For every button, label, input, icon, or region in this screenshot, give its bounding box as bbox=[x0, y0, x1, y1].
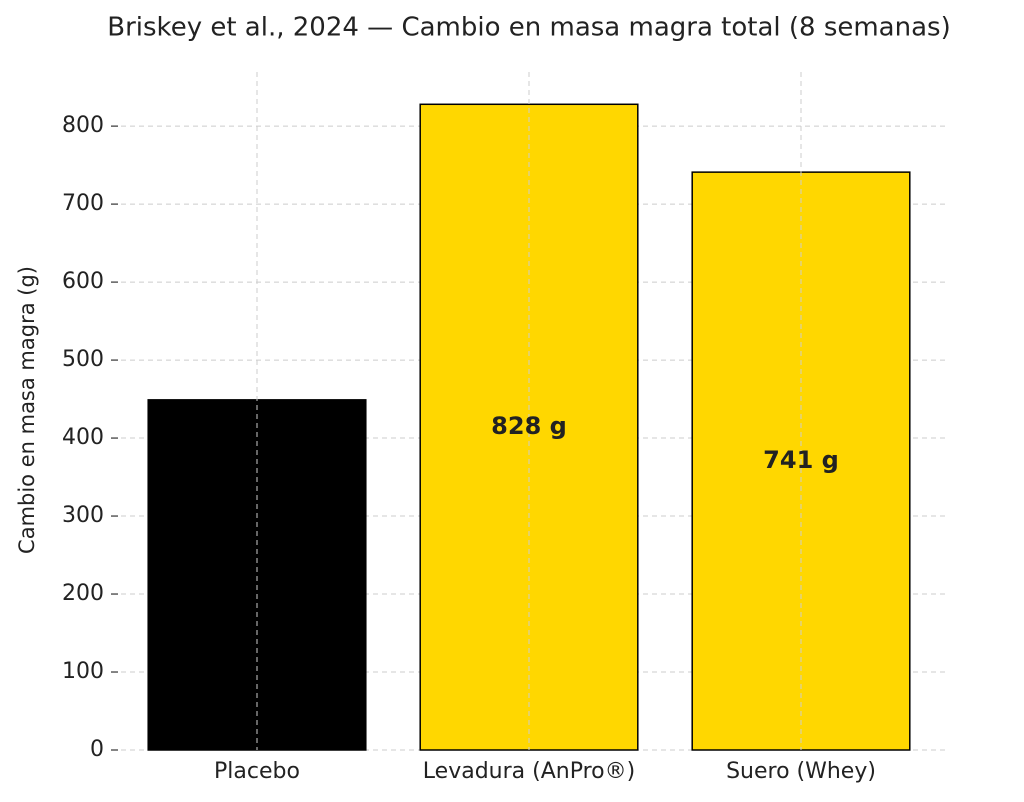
value-label: 828 g bbox=[491, 412, 567, 440]
y-tick-label: 700 bbox=[62, 191, 104, 216]
y-tick-label: 200 bbox=[62, 581, 104, 606]
y-tick-label: 300 bbox=[62, 503, 104, 528]
value-label: 741 g bbox=[763, 446, 839, 474]
y-axis-label: Cambio en masa magra (g) bbox=[15, 266, 39, 554]
y-tick-label: 600 bbox=[62, 269, 104, 294]
y-tick-label: 0 bbox=[90, 737, 104, 762]
y-tick-label: 400 bbox=[62, 425, 104, 450]
x-tick-label: Suero (Whey) bbox=[726, 759, 876, 784]
y-tick-label: 800 bbox=[62, 113, 104, 138]
y-tick-label: 500 bbox=[62, 347, 104, 372]
chart-title: Briskey et al., 2024 — Cambio en masa ma… bbox=[107, 13, 950, 43]
x-tick-label: Levadura (AnPro®) bbox=[423, 759, 635, 784]
y-tick-label: 100 bbox=[62, 659, 104, 684]
bar bbox=[147, 399, 367, 751]
x-tick-label: Placebo bbox=[214, 759, 300, 784]
